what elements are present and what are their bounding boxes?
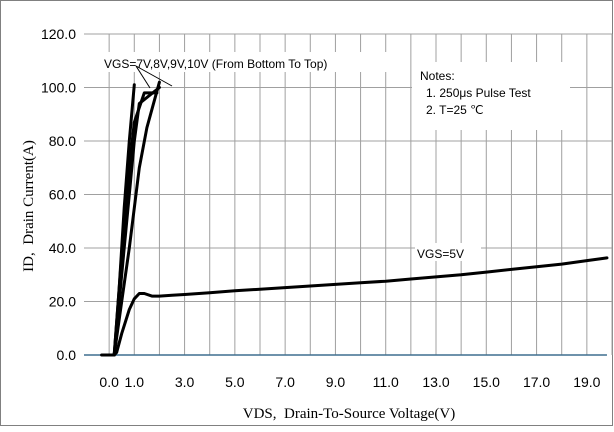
series-lines: [100, 80, 609, 357]
axis-titles: VDS, Drain-To-Source Voltage(V) ID, Drai…: [21, 140, 455, 422]
y-tick-label: 100.0: [41, 80, 76, 96]
x-tick-label: 13.0: [422, 374, 449, 390]
y-tick-label: 40.0: [49, 240, 76, 256]
x-tick-label: 1.0: [125, 374, 145, 390]
x-tick-label: 17.0: [523, 374, 550, 390]
family-label: VGS=7V,8V,9V,10V (From Bottom To Top): [104, 57, 327, 71]
label-pointer: [135, 65, 151, 89]
series-line-vgs-7v: [112, 80, 161, 357]
note-2: 2. T=25 ℃: [426, 103, 484, 117]
series-line-vgs-10v: [112, 83, 136, 357]
y-tick-labels: 0.0 20.0 40.0 60.0 80.0 100.0 120.0: [41, 26, 76, 363]
note-1: 1. 250μs Pulse Test: [426, 86, 531, 100]
x-tick-label: 3.0: [175, 374, 195, 390]
x-tick-label: 0.0: [99, 374, 119, 390]
vgs5-label-box: [415, 243, 481, 261]
family-label-box: [104, 52, 396, 72]
y-axis-title: ID, Drain Current(A): [21, 140, 37, 272]
y-tick-label: 80.0: [49, 133, 76, 149]
y-tick-label: 20.0: [49, 294, 76, 310]
notes-box: [412, 62, 570, 130]
x-tick-labels: 0.0 1.0 3.0 5.0 7.0 9.0 11.0 13.0 15.0 17.0 19.0: [99, 374, 600, 390]
label-pointer: [135, 65, 173, 87]
x-tick-label: 11.0: [373, 374, 399, 390]
annotations: VGS=7V,8V,9V,10V (From Bottom To Top) No…: [104, 52, 570, 261]
y-tick-label: 120.0: [41, 26, 76, 42]
x-tick-label: 9.0: [326, 374, 346, 390]
y-tick-label: 0.0: [57, 347, 77, 363]
x-tick-label: 5.0: [225, 374, 245, 390]
x-tick-label: 7.0: [275, 374, 295, 390]
x-axis-title: VDS, Drain-To-Source Voltage(V): [243, 406, 456, 422]
grid-lines: [84, 33, 613, 355]
y-tick-label: 60.0: [49, 187, 76, 203]
x-tick-label: 15.0: [473, 374, 500, 390]
notes-title: Notes:: [420, 69, 455, 83]
vgs5-label: VGS=5V: [417, 247, 464, 261]
x-tick-label: 19.0: [573, 374, 600, 390]
series-line-vgs-5v: [100, 256, 609, 357]
